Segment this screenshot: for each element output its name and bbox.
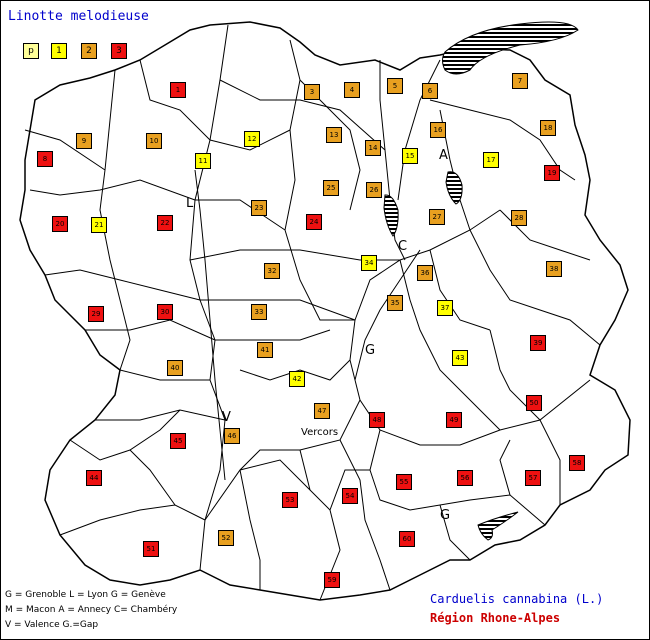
department-cell-20: 20 — [52, 216, 68, 232]
department-cell-30: 30 — [157, 304, 173, 320]
department-cell-33: 33 — [251, 304, 267, 320]
department-cell-25: 25 — [323, 180, 339, 196]
department-cell-58: 58 — [569, 455, 585, 471]
department-cell-47: 47 — [314, 403, 330, 419]
department-cell-23: 23 — [251, 200, 267, 216]
department-cell-7: 7 — [512, 73, 528, 89]
department-cell-38: 38 — [546, 261, 562, 277]
species-name: Carduelis cannabina (L.) — [430, 592, 604, 606]
department-cell-52: 52 — [218, 530, 234, 546]
department-cell-55: 55 — [396, 474, 412, 490]
city-marker-g-3: G — [365, 343, 376, 358]
department-cell-40: 40 — [167, 360, 183, 376]
city-key-line: V = Valence G.=Gap — [5, 620, 99, 630]
department-cell-16: 16 — [430, 122, 446, 138]
department-cell-17: 17 — [483, 152, 499, 168]
lake-bourget — [383, 194, 399, 237]
department-cell-42: 42 — [289, 371, 305, 387]
region-outline — [19, 21, 631, 601]
department-cell-45: 45 — [170, 433, 186, 449]
department-cell-21: 21 — [91, 217, 107, 233]
department-boundaries — [24, 24, 601, 601]
department-cell-48: 48 — [369, 412, 385, 428]
city-marker-l-0: L — [186, 196, 194, 211]
department-cell-50: 50 — [526, 395, 542, 411]
department-cell-12: 12 — [244, 131, 260, 147]
department-cell-9: 9 — [76, 133, 92, 149]
department-cell-43: 43 — [452, 350, 468, 366]
department-cell-6: 6 — [422, 83, 438, 99]
legend-item-1: 1 — [51, 43, 67, 59]
department-cell-35: 35 — [387, 295, 403, 311]
department-cell-36: 36 — [417, 265, 433, 281]
department-cell-26: 26 — [366, 182, 382, 198]
city-marker-c-2: C — [398, 239, 408, 254]
department-cell-57: 57 — [525, 470, 541, 486]
lake-serre-poncon — [477, 511, 519, 541]
department-cell-60: 60 — [399, 531, 415, 547]
legend-item-3: 3 — [111, 43, 127, 59]
lake-leman — [442, 21, 579, 75]
department-cell-18: 18 — [540, 120, 556, 136]
lake-annecy — [445, 171, 463, 205]
department-cell-51: 51 — [143, 541, 159, 557]
department-cell-32: 32 — [264, 263, 280, 279]
department-cell-44: 44 — [86, 470, 102, 486]
department-cell-4: 4 — [344, 82, 360, 98]
legend-item-2: 2 — [81, 43, 97, 59]
river-rhone — [194, 169, 226, 481]
region-name: Région Rhone-Alpes — [430, 611, 561, 625]
department-cell-53: 53 — [282, 492, 298, 508]
lakes — [383, 21, 579, 541]
city-marker-g-5: G — [440, 508, 451, 523]
department-cell-49: 49 — [446, 412, 462, 428]
department-cell-19: 19 — [544, 165, 560, 181]
department-cell-28: 28 — [511, 210, 527, 226]
rivers — [194, 59, 441, 481]
department-cell-10: 10 — [146, 133, 162, 149]
department-cell-34: 34 — [361, 255, 377, 271]
department-cell-54: 54 — [342, 488, 358, 504]
department-cell-39: 39 — [530, 335, 546, 351]
river-isere — [354, 249, 421, 381]
city-marker-v-4: V — [222, 410, 231, 425]
department-cell-13: 13 — [326, 127, 342, 143]
legend-item-p: p — [23, 43, 39, 59]
department-cell-8: 8 — [37, 151, 53, 167]
department-cell-5: 5 — [387, 78, 403, 94]
river-rhone-upper — [397, 59, 441, 201]
department-cell-1: 1 — [170, 82, 186, 98]
department-cell-24: 24 — [306, 214, 322, 230]
city-key-line: G = Grenoble L = Lyon G = Genève — [5, 590, 166, 600]
department-cell-11: 11 — [195, 153, 211, 169]
city-key-line: M = Macon A = Annecy C= Chambéry — [5, 605, 178, 615]
department-cell-56: 56 — [457, 470, 473, 486]
department-cell-46: 46 — [224, 428, 240, 444]
map-title: Linotte melodieuse — [8, 9, 149, 24]
department-cell-29: 29 — [88, 306, 104, 322]
department-cell-37: 37 — [437, 300, 453, 316]
department-cell-3: 3 — [304, 84, 320, 100]
vercors-label: Vercors — [301, 427, 339, 438]
department-cell-15: 15 — [402, 148, 418, 164]
department-cell-41: 41 — [257, 342, 273, 358]
department-cell-14: 14 — [365, 140, 381, 156]
department-cell-22: 22 — [157, 215, 173, 231]
city-marker-a-1: A — [439, 148, 448, 163]
department-cell-27: 27 — [429, 209, 445, 225]
department-cell-59: 59 — [324, 572, 340, 588]
